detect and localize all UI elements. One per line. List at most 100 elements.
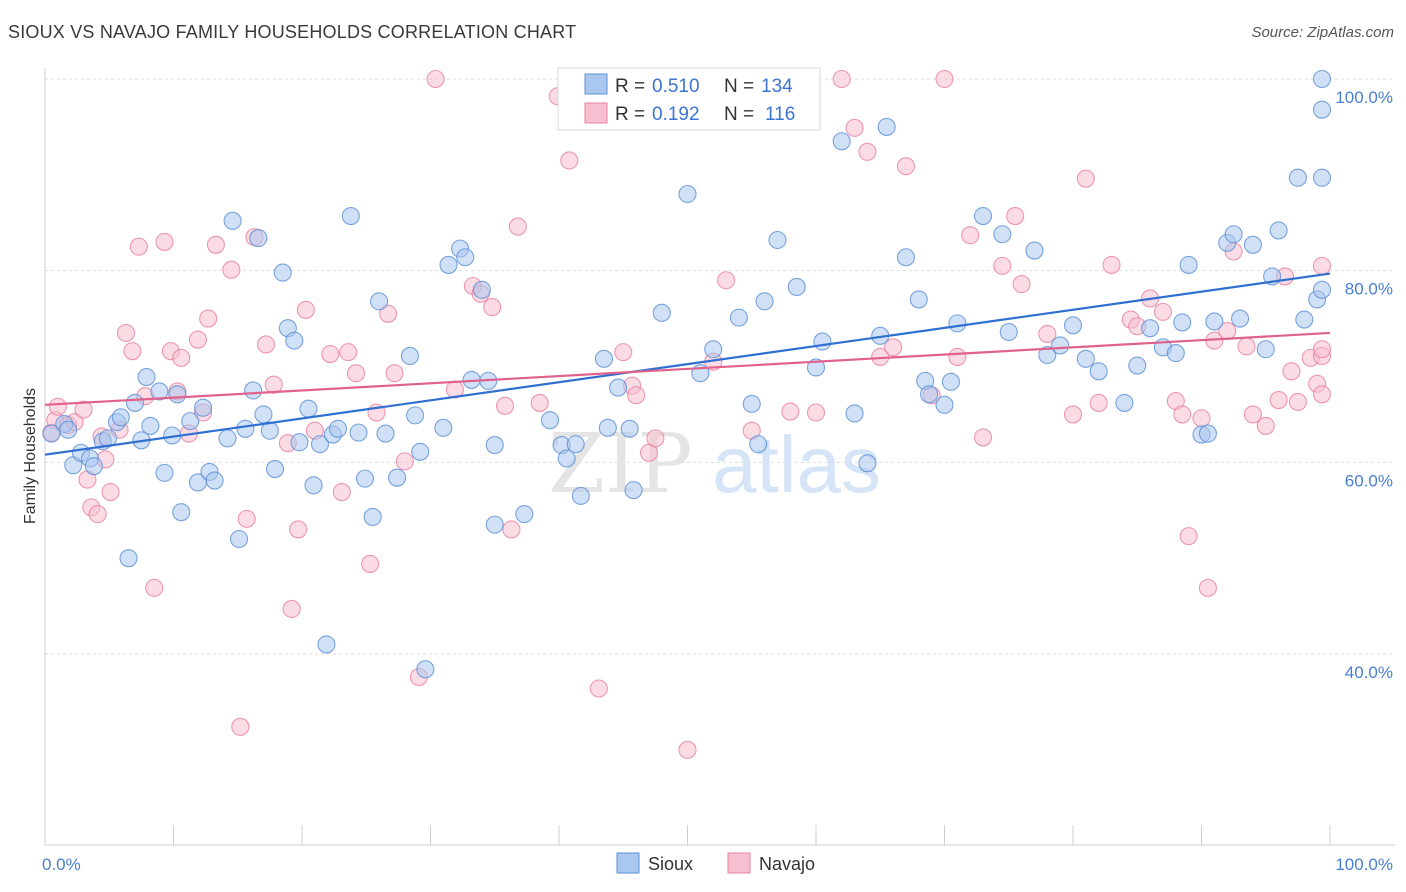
navajo-point: [1179, 527, 1198, 546]
navajo-point: [1063, 405, 1083, 424]
sioux-point: [370, 292, 389, 311]
y-tick-label: 100.0%: [1335, 88, 1393, 107]
navajo-point: [1256, 416, 1275, 435]
sioux-point: [150, 382, 169, 401]
navajo-point: [646, 429, 665, 448]
sioux-point: [729, 308, 748, 327]
navajo-point: [1153, 302, 1172, 321]
sioux-point: [813, 332, 832, 351]
legend-r-label-sioux: R =: [615, 76, 645, 97]
sioux-point: [973, 206, 993, 226]
sioux-point: [806, 358, 826, 377]
sioux-point: [205, 471, 224, 490]
navajo-point: [123, 342, 142, 361]
legend-r-label-navajo: R =: [615, 104, 645, 125]
sioux-point: [896, 248, 916, 267]
data-points: [42, 69, 1332, 759]
legend-swatch-navajo: [584, 102, 608, 124]
sioux-point: [244, 381, 263, 400]
sioux-point: [194, 398, 213, 417]
source-label: Source: ZipAtlas.com: [1251, 24, 1394, 41]
navajo-point: [379, 304, 398, 323]
sioux-point: [787, 277, 806, 297]
navajo-point: [614, 343, 633, 362]
sioux-point: [877, 117, 896, 136]
sioux-point: [1198, 424, 1217, 443]
navajo-point: [155, 232, 174, 251]
sioux-point: [540, 411, 560, 430]
sioux-point: [1063, 316, 1083, 335]
sioux-point: [515, 505, 534, 524]
navajo-point: [116, 323, 136, 343]
navajo-point: [1312, 340, 1332, 359]
sioux-point: [265, 459, 285, 479]
navajo-point: [483, 298, 502, 317]
navajo-point: [339, 343, 358, 362]
navajo-point: [530, 393, 549, 412]
navajo-point: [1312, 385, 1332, 404]
sioux-point: [1243, 235, 1262, 254]
sioux-point: [400, 346, 419, 366]
legend-n-label-navajo: N =: [724, 104, 754, 125]
navajo-point: [129, 237, 148, 256]
navajo-point: [296, 300, 315, 320]
sioux-point: [304, 476, 323, 495]
navajo-point: [321, 344, 340, 364]
sioux-point: [376, 424, 395, 443]
sioux-point: [1288, 168, 1307, 187]
sioux-point: [84, 457, 103, 476]
sioux-point: [624, 481, 643, 500]
navajo-point: [1076, 169, 1095, 188]
sioux-point: [1295, 310, 1314, 329]
sioux-point: [566, 435, 585, 454]
sioux-trend-line: [44, 272, 1331, 456]
navajo-point: [948, 347, 967, 366]
navajo-point: [502, 520, 521, 539]
sioux-point: [598, 418, 617, 437]
navajo-point: [1243, 405, 1262, 424]
navajo-point: [1237, 337, 1256, 356]
sioux-point: [652, 303, 671, 322]
y-tick-labels: 40.0% 60.0% 80.0% 100.0%: [1335, 88, 1393, 682]
legend-n-value-sioux: 134: [761, 76, 793, 97]
series-legend: Sioux Navajo: [616, 852, 815, 874]
sioux-point: [594, 349, 614, 368]
sioux-point: [920, 385, 939, 404]
legend-n-value-navajo: 116: [765, 104, 795, 125]
series-legend-label-navajo: Navajo: [759, 854, 815, 874]
legend-r-value-sioux: 0.510: [652, 76, 700, 97]
sioux-point: [832, 132, 851, 151]
sioux-point: [749, 435, 768, 454]
sioux-point: [59, 420, 78, 439]
navajo-point: [199, 309, 218, 328]
sioux-point: [290, 433, 309, 452]
navajo-point: [781, 402, 800, 421]
chart-title: SIOUX VS NAVAJO FAMILY HOUSEHOLDS CORREL…: [8, 22, 577, 42]
navajo-point: [716, 271, 736, 290]
series-legend-swatch-navajo: [727, 852, 751, 874]
sioux-point: [388, 468, 407, 487]
sioux-point: [254, 405, 273, 424]
navajo-point: [1269, 390, 1288, 410]
x-tick-label: 100.0%: [1335, 855, 1393, 874]
legend-box: R = 0.510 N = 134 R = 0.192 N = 116: [557, 67, 821, 131]
navajo-point: [282, 599, 301, 619]
navajo-point: [1288, 392, 1307, 412]
sioux-point: [1173, 313, 1192, 332]
sioux-point: [1205, 312, 1224, 331]
y-tick-label: 40.0%: [1345, 663, 1393, 682]
sioux-point: [1179, 255, 1198, 274]
sioux-point: [119, 549, 138, 568]
sioux-point: [1089, 362, 1108, 381]
sioux-point: [456, 248, 475, 267]
navajo-point: [961, 226, 980, 245]
navajo-point: [1012, 275, 1031, 294]
sioux-point: [137, 367, 156, 387]
sioux-point: [273, 263, 292, 282]
sioux-point: [620, 419, 639, 438]
navajo-point: [935, 69, 954, 89]
sioux-point: [1038, 345, 1057, 365]
sioux-point: [609, 378, 628, 397]
sioux-point: [1312, 69, 1332, 89]
axes: [44, 68, 1395, 846]
